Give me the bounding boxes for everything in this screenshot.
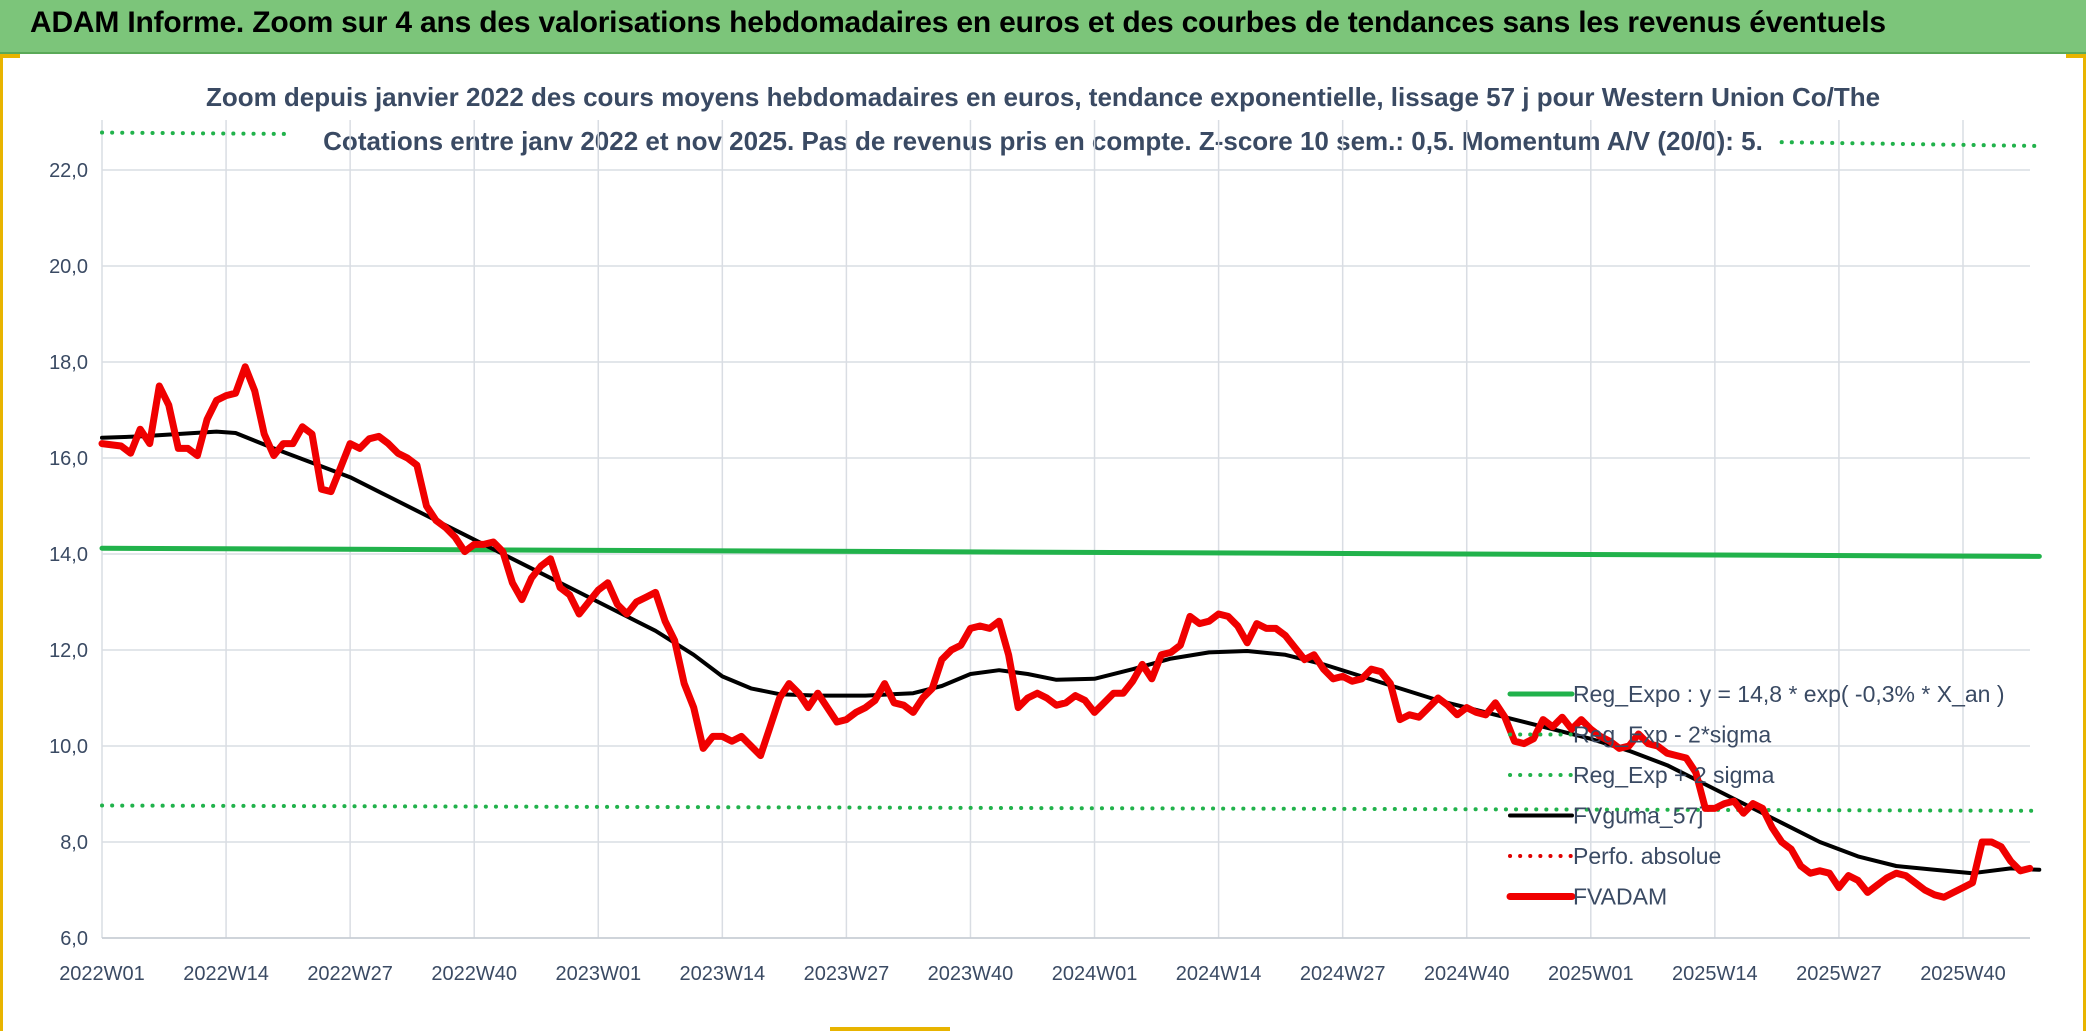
x-tick-label: 2023W27 <box>804 963 890 985</box>
x-tick-label: 2024W01 <box>1052 963 1138 985</box>
y-axis-ticks: 6,0 8,0 10,0 12,0 14,0 16,0 18,0 20,0 22,0 <box>49 160 88 950</box>
y-tick-label: 12,0 <box>49 640 88 662</box>
x-tick-label: 2022W27 <box>307 963 393 985</box>
report-banner: ADAM Informe. Zoom sur 4 ans des valoris… <box>0 0 2086 54</box>
x-tick-label: 2025W01 <box>1548 963 1634 985</box>
chart-legend: Reg_Expo : y = 14,8 * exp( -0,3% * X_an … <box>1506 681 2005 910</box>
series-lines <box>98 130 2042 901</box>
x-tick-label: 2024W27 <box>1300 963 1386 985</box>
gridlines <box>101 120 2030 939</box>
chart-title: Zoom depuis janvier 2022 des cours moyen… <box>205 82 1881 112</box>
legend-label: FVADAM <box>1573 884 1667 910</box>
y-tick-label: 10,0 <box>49 736 88 758</box>
x-tick-label: 2024W40 <box>1424 963 1510 985</box>
frame-corner-mark <box>0 54 20 58</box>
legend-label: Reg_Exp - 2*sigma <box>1573 722 1771 748</box>
legend-label: Reg_Exp + 2 sigma <box>1573 762 1775 788</box>
frame-bottom-mark <box>830 1027 950 1031</box>
chart-frame <box>0 54 2086 1031</box>
series-reg-exp-2-sigma <box>1779 140 2042 148</box>
legend-label: FVguma_57j <box>1573 803 1703 829</box>
x-tick-label: 2024W14 <box>1176 963 1262 985</box>
series-reg-expo-y-14-8-exp-0-3-x-an <box>99 545 2042 559</box>
x-tick-label: 2025W14 <box>1672 963 1758 985</box>
x-tick-label: 2022W40 <box>431 963 517 985</box>
y-tick-label: 22,0 <box>49 160 88 182</box>
y-tick-label: 18,0 <box>49 352 88 374</box>
x-tick-label: 2025W27 <box>1796 963 1882 985</box>
series-fvadam <box>98 363 2034 901</box>
x-tick-label: 2022W14 <box>183 963 269 985</box>
x-tick-label: 2025W40 <box>1920 963 2006 985</box>
frame-corner-mark <box>2066 54 2086 58</box>
x-tick-label: 2023W01 <box>555 963 641 985</box>
legend-label: Reg_Expo : y = 14,8 * exp( -0,3% * X_an … <box>1573 681 2005 707</box>
y-tick-label: 16,0 <box>49 448 88 470</box>
legend-label: Perfo. absolue <box>1573 843 1721 869</box>
series-reg-exp-2-sigma <box>100 130 295 136</box>
x-tick-label: 2022W01 <box>59 963 145 985</box>
y-tick-label: 20,0 <box>49 256 88 278</box>
y-tick-label: 14,0 <box>49 544 88 566</box>
x-tick-label: 2023W40 <box>928 963 1014 985</box>
x-tick-label: 2023W14 <box>680 963 766 985</box>
series-fvguma-57j <box>100 429 2042 876</box>
report-title: ADAM Informe. Zoom sur 4 ans des valoris… <box>30 6 1886 39</box>
y-tick-label: 6,0 <box>60 928 88 950</box>
x-axis-ticks: 2022W01 2022W14 2022W27 2022W40 2023W01 2023W… <box>59 963 2006 985</box>
chart-subtitle: Cotations entre janv 2022 et nov 2025. P… <box>323 126 1763 156</box>
y-tick-label: 8,0 <box>60 832 88 854</box>
